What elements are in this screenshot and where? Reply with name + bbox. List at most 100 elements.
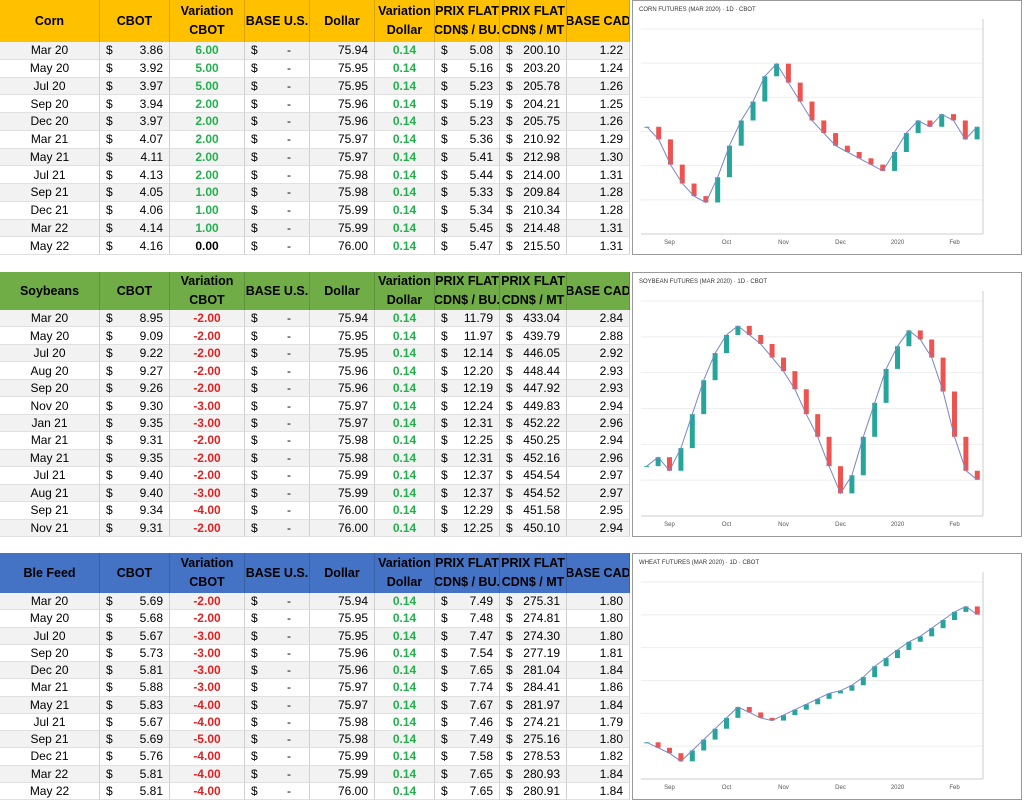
table-cell: $9.31 <box>100 432 170 450</box>
candle <box>940 357 946 392</box>
table-cell: 2.00 <box>170 95 245 113</box>
table-cell: $209.84 <box>500 184 567 202</box>
currency-sign: $ <box>506 381 513 396</box>
table-cell: 1.31 <box>567 237 630 255</box>
cell-value: 1.81 <box>599 645 623 660</box>
cell-value: - <box>287 149 291 164</box>
table-cell: 1.22 <box>567 42 630 60</box>
cell-value: 2.93 <box>599 363 623 378</box>
table-cell: -3.00 <box>170 679 245 697</box>
table-cell: $280.91 <box>500 782 567 800</box>
table-cell: -4.00 <box>170 696 245 714</box>
currency-sign: $ <box>106 346 113 361</box>
currency-sign: $ <box>506 61 513 76</box>
x-label: Sep <box>664 522 675 528</box>
variation-dollar: 0.14 <box>392 520 417 535</box>
x-label: Sep <box>664 240 675 246</box>
table-cell: 75.96 <box>310 95 375 113</box>
cell-value: - <box>287 415 291 430</box>
candle <box>678 448 684 471</box>
variation-dollar: 0.14 <box>392 43 417 58</box>
cell-value: 1.82 <box>599 749 623 764</box>
table-cell: 75.98 <box>310 166 375 184</box>
header-cell: CBOT <box>100 553 170 593</box>
table-cell: 2.84 <box>567 310 630 328</box>
currency-sign: $ <box>251 167 258 182</box>
table-cell: 75.98 <box>310 449 375 468</box>
variation-dollar: 0.14 <box>392 238 417 253</box>
header-text: CDN$ / MT <box>501 575 565 589</box>
table-cell: $ - <box>245 237 310 255</box>
cell-value: 5.81 <box>139 783 163 798</box>
candle <box>872 402 878 437</box>
cell-value: 439.79 <box>523 328 560 343</box>
candle <box>929 339 935 358</box>
currency-sign: $ <box>251 238 258 253</box>
contract-month: Jul 20 <box>33 346 66 361</box>
cell-value: 280.93 <box>523 766 560 781</box>
currency-sign: $ <box>506 114 513 129</box>
cell-value: 280.91 <box>523 783 560 798</box>
table-cell: 2.96 <box>567 449 630 468</box>
cell-value: 205.75 <box>523 114 560 129</box>
variation-dollar: 0.14 <box>392 203 417 218</box>
table-cell: $12.19 <box>435 379 500 398</box>
table-cell: 0.14 <box>375 782 435 800</box>
candle <box>883 658 889 667</box>
currency-sign: $ <box>251 149 258 164</box>
close-line <box>646 605 978 762</box>
table-cell: $12.31 <box>435 449 500 468</box>
x-label: Feb <box>949 522 960 528</box>
cell-value: 75.96 <box>337 96 368 111</box>
cell-value: 3.97 <box>139 78 163 93</box>
variation-dollar: 0.14 <box>392 78 417 93</box>
currency-sign: $ <box>106 766 113 781</box>
table-cell: $448.44 <box>500 362 567 380</box>
cell-value: 9.31 <box>139 433 163 448</box>
cell-value: 4.16 <box>139 238 163 253</box>
variation-cbot: -3.00 <box>193 645 221 660</box>
table-cell: $ - <box>245 113 310 131</box>
table-cell: $12.31 <box>435 414 500 433</box>
table-cell: 0.14 <box>375 644 435 662</box>
header-text: BASE CAD <box>567 283 630 298</box>
table-cell: 75.96 <box>310 379 375 398</box>
contract-month: Dec 21 <box>30 749 69 764</box>
table-cell: 0.14 <box>375 184 435 202</box>
cell-value: 1.25 <box>599 96 623 111</box>
table-cell: Jan 21 <box>0 414 100 433</box>
cell-value: 75.95 <box>337 611 368 626</box>
cell-value: 12.14 <box>462 346 493 361</box>
header-text: Corn <box>34 13 65 28</box>
currency-sign: $ <box>106 485 113 500</box>
table-cell: 75.99 <box>310 748 375 766</box>
cell-value: 1.84 <box>599 766 623 781</box>
candle <box>769 344 775 358</box>
cell-value: 7.65 <box>469 783 493 798</box>
cell-value: 1.79 <box>599 714 623 729</box>
table-cell: $12.37 <box>435 467 500 485</box>
x-label: Feb <box>949 785 960 791</box>
currency-sign: $ <box>506 628 513 643</box>
variation-dollar: 0.14 <box>392 346 417 361</box>
currency-sign: $ <box>106 732 113 747</box>
table-cell: Jul 20 <box>0 344 100 363</box>
contract-month: Jul 20 <box>33 628 66 643</box>
table-cell: 0.14 <box>375 679 435 697</box>
cell-value: - <box>287 485 291 500</box>
variation-cbot: -3.00 <box>193 415 221 430</box>
table-cell: 0.14 <box>375 327 435 345</box>
contract-month: Sep 20 <box>30 96 69 111</box>
header-cell: BASE U.S. <box>245 553 310 593</box>
table-cell: -2.00 <box>170 519 245 537</box>
cell-value: 5.41 <box>469 149 493 164</box>
variation-cbot: -3.00 <box>193 485 221 500</box>
candle <box>906 641 912 650</box>
contract-month: May 21 <box>29 149 70 164</box>
table-cell: $449.83 <box>500 397 567 415</box>
table-cell: $5.67 <box>100 713 170 731</box>
candle <box>860 436 866 476</box>
currency-sign: $ <box>251 732 258 747</box>
currency-sign: $ <box>106 398 113 413</box>
cell-value: - <box>287 238 291 253</box>
